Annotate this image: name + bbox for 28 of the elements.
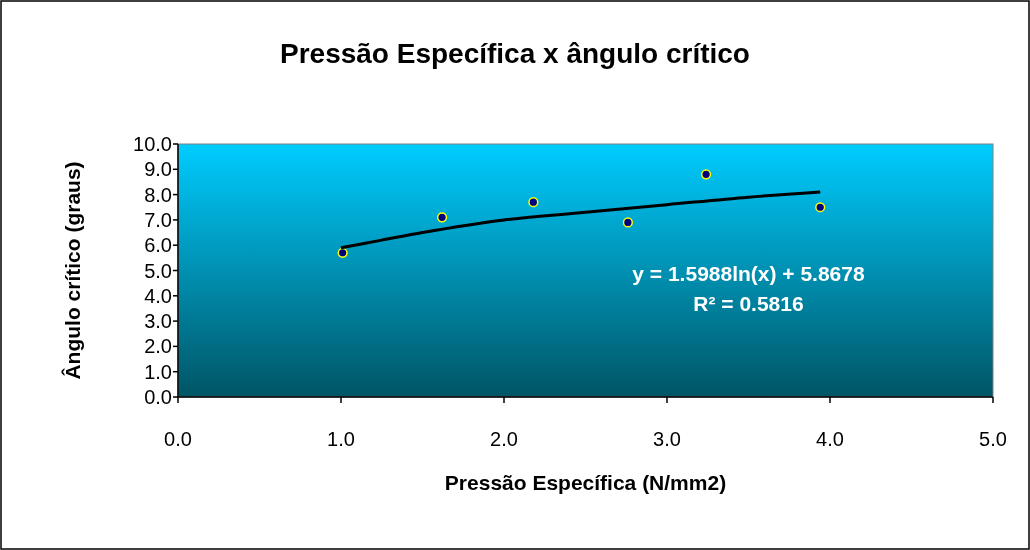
y-tick-label: 6.0 [144,234,172,257]
x-tick-label: 4.0 [816,428,844,450]
y-tick-label: 8.0 [144,183,172,206]
y-tick-label: 0.0 [144,386,172,408]
point [337,247,348,258]
point [528,197,539,208]
y-tick-label: 2.0 [144,335,172,358]
y-tick-label: 10.0 [133,133,172,155]
y-axis-title: Ângulo crítico (graus) [61,161,84,380]
annotation: y = 1.5988ln(x) + 5.8678 [632,261,865,285]
point [701,169,712,180]
point [815,202,826,213]
point [622,217,633,228]
y-tick-label: 7.0 [144,208,172,231]
y-tick-label: 1.0 [144,360,172,383]
x-tick-label: 2.0 [490,428,518,450]
y-tick-label: 3.0 [144,310,172,333]
annotation: R² = 0.5816 [693,291,804,315]
x-tick-label: 0.0 [164,428,192,450]
y-tick-label: 9.0 [144,158,172,181]
x-tick-label: 3.0 [653,428,681,450]
x-tick-label: 5.0 [979,428,1007,450]
y-tick-label: 5.0 [144,259,172,282]
y-tick-label: 4.0 [144,284,172,307]
point [436,212,448,223]
x-tick-label: 1.0 [327,428,355,450]
chart-title: Pressão Específica x ângulo crítico [280,38,750,69]
x-axis-title: Pressão Específica (N/mm2) [444,471,727,494]
